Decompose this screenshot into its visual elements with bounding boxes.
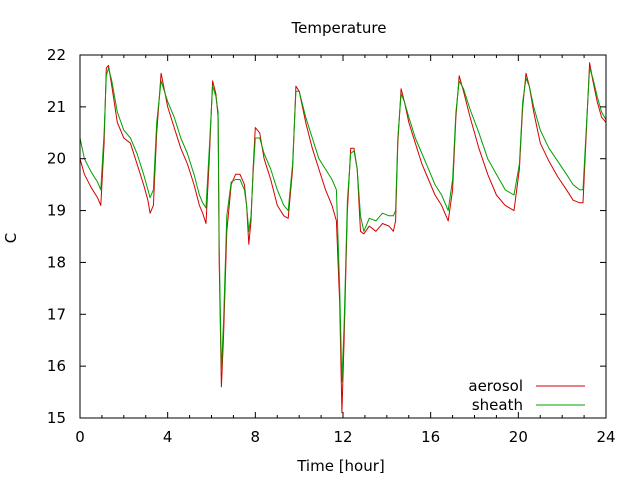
y-tick-label: 21	[47, 98, 66, 116]
series-line-sheath	[79, 67, 607, 383]
x-tick-label: 12	[333, 428, 352, 446]
chart-title: Temperature	[290, 19, 386, 37]
y-tick-label: 22	[47, 46, 66, 64]
x-axis-label: Time [hour]	[296, 457, 385, 475]
y-tick-label: 16	[47, 357, 66, 375]
y-tick-label: 17	[47, 305, 66, 323]
series-layer	[79, 62, 607, 414]
legend-label-aerosol: aerosol	[468, 377, 523, 395]
x-tick-label: 8	[251, 428, 261, 446]
y-tick-label: 20	[47, 150, 66, 168]
x-tick-label: 16	[421, 428, 440, 446]
x-tick-label: 24	[596, 428, 615, 446]
y-tick-label: 19	[47, 202, 66, 220]
x-tick-label: 0	[75, 428, 85, 446]
x-tick-label: 20	[509, 428, 528, 446]
y-tick-label: 18	[47, 253, 66, 271]
x-axis: 0 4 8 12 16 20 24	[75, 55, 616, 446]
x-tick-label: 4	[163, 428, 173, 446]
legend-label-sheath: sheath	[472, 396, 523, 414]
y-axis-label: C	[2, 233, 20, 243]
y-axis: 15 16 17 18 19 20 21 22	[47, 46, 606, 427]
y-tick-label: 15	[47, 409, 66, 427]
